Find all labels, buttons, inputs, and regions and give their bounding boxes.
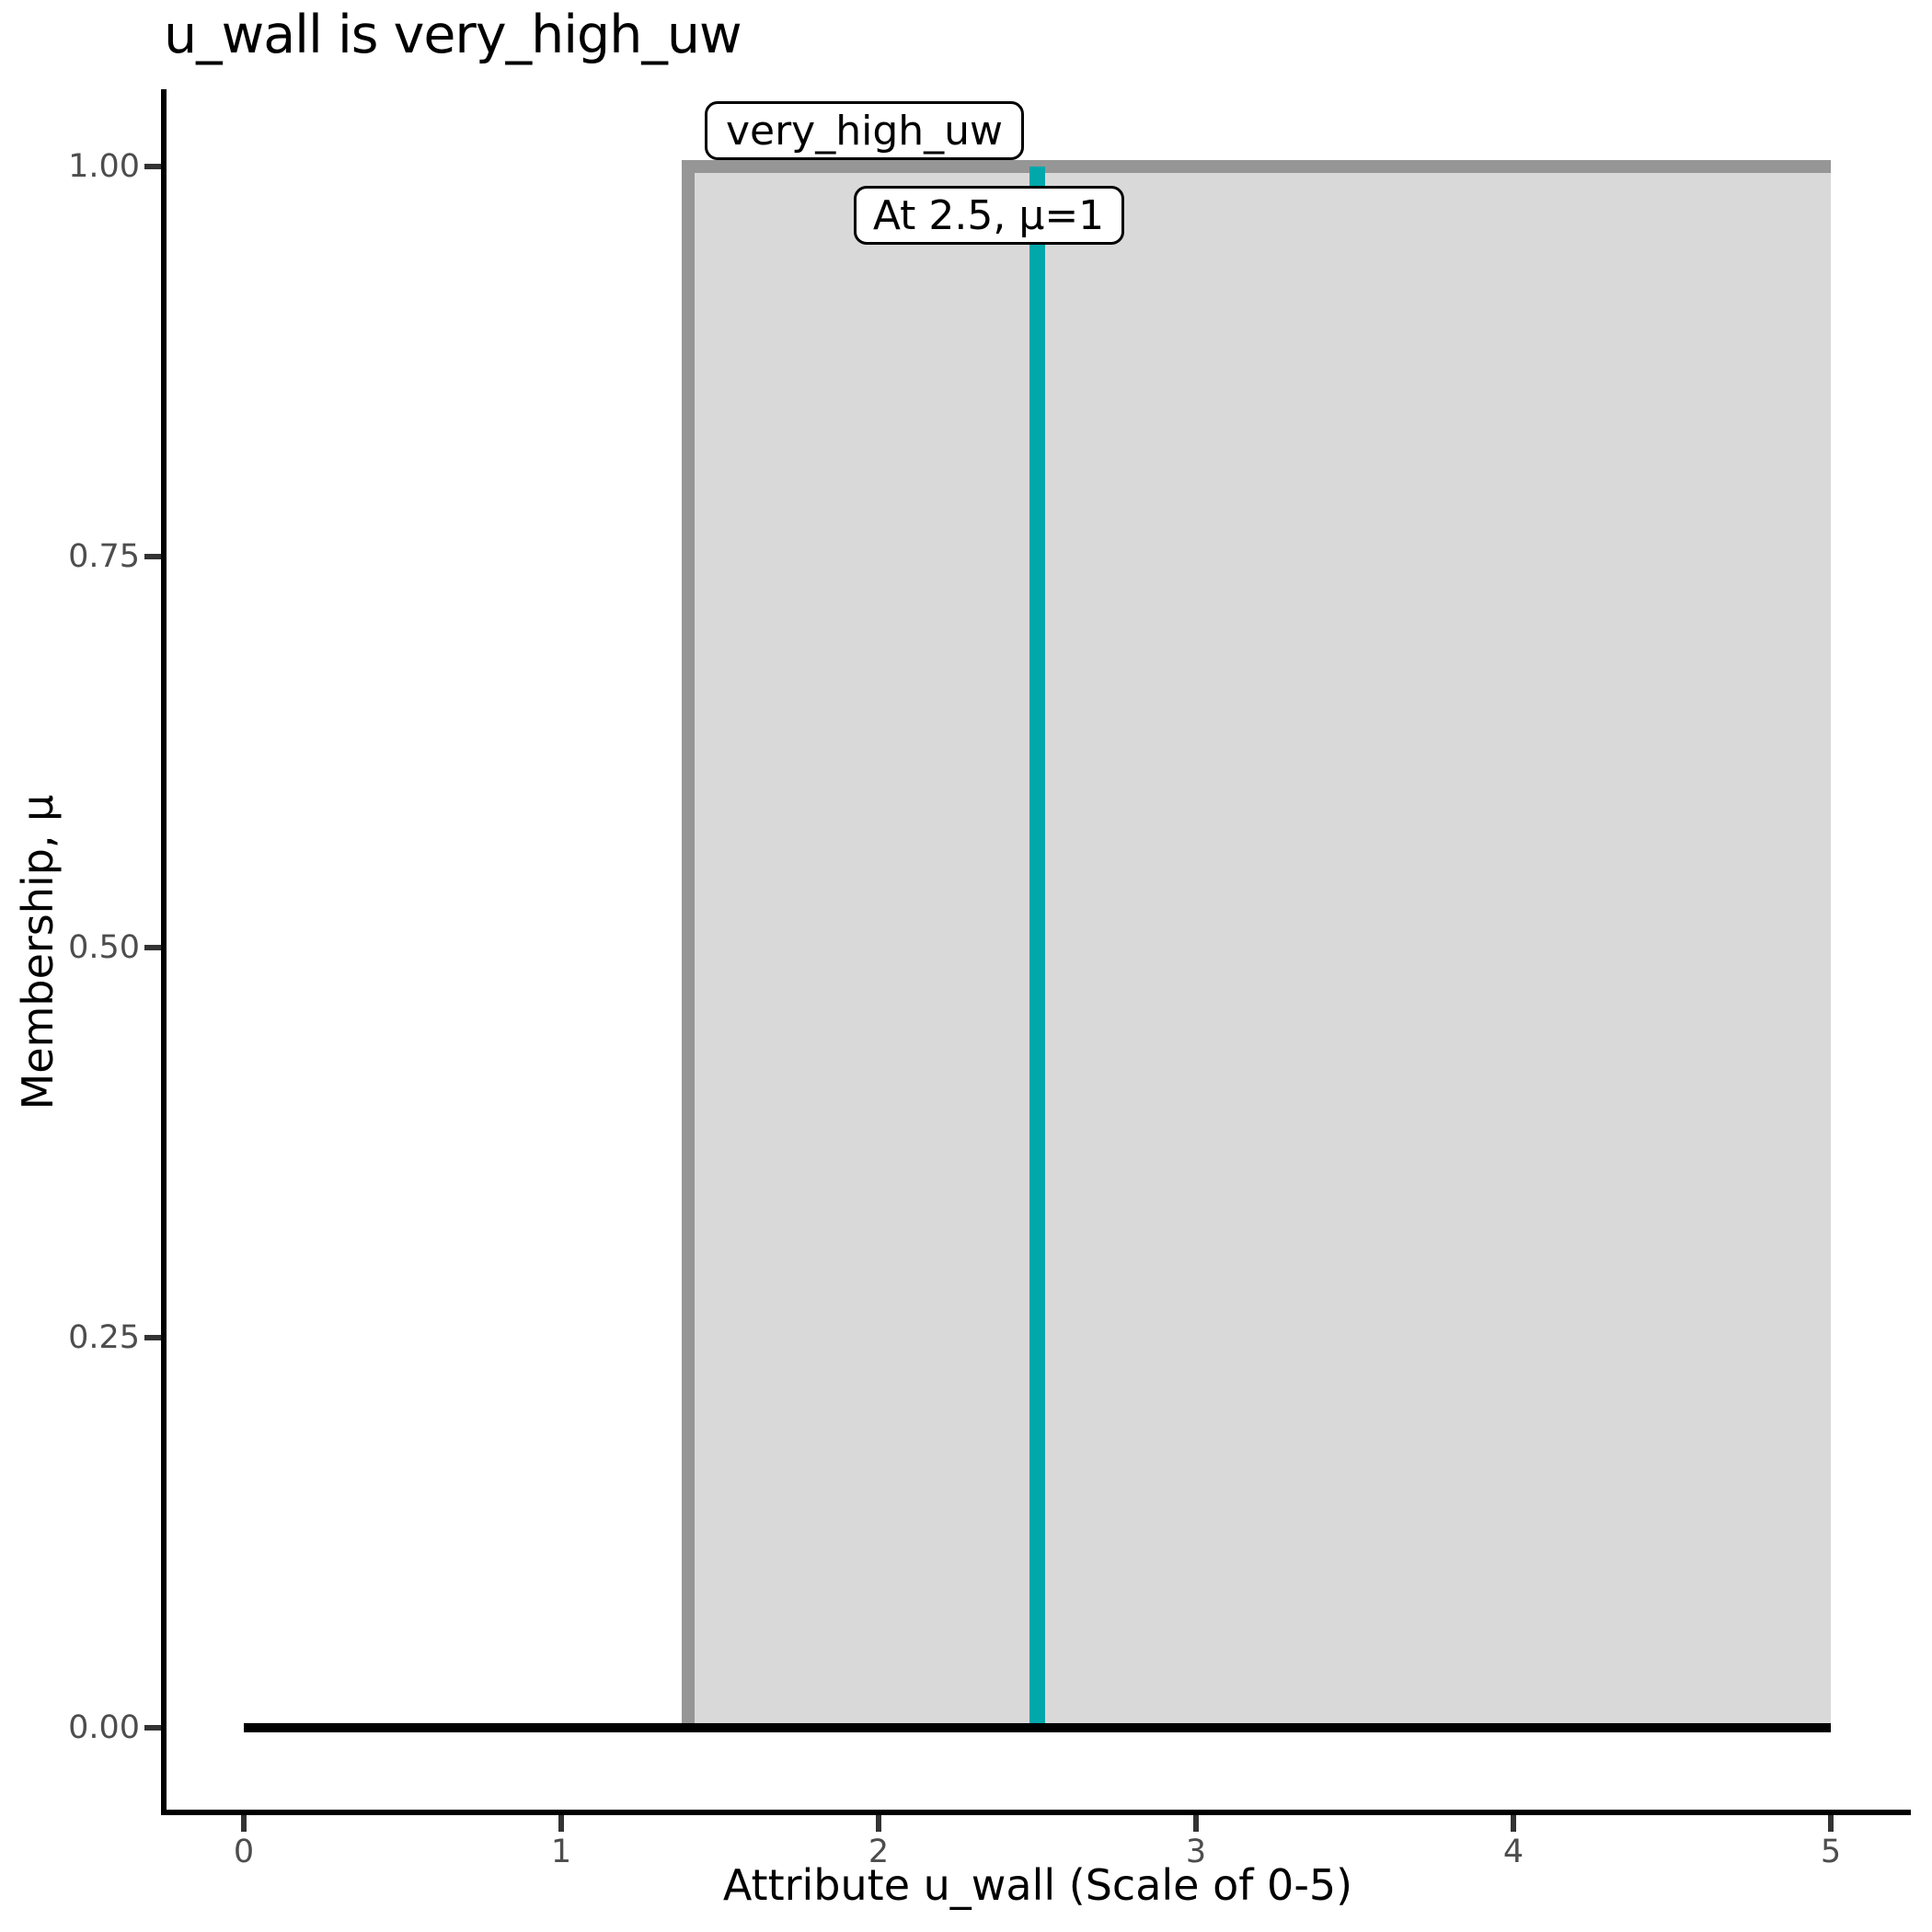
y-axis-tick-label: 0.50: [68, 928, 140, 966]
x-axis-line: [161, 1810, 1911, 1815]
x-axis-tick-label: 0: [233, 1834, 255, 1870]
x-axis-tick-label: 5: [1820, 1834, 1842, 1870]
point-value-annotation-text: At 2.5, μ=1: [872, 191, 1105, 239]
x-axis-tick-label: 1: [550, 1834, 572, 1870]
chart-title: u_wall is very_high_uw: [164, 5, 742, 65]
set-label-annotation-text: very_high_uw: [725, 107, 1004, 155]
y-axis-tick: [144, 1334, 161, 1340]
x-axis-tick: [1193, 1815, 1199, 1832]
x-axis-tick-label: 2: [868, 1834, 890, 1870]
x-axis-tick: [1511, 1815, 1516, 1832]
y-axis-tick: [144, 1725, 161, 1731]
y-axis-tick: [144, 554, 161, 560]
y-axis-tick-label: 1.00: [68, 148, 140, 185]
input-value-vline: [1029, 167, 1045, 1728]
y-axis-tick-label: 0.25: [68, 1318, 140, 1356]
x-axis-tick: [558, 1815, 564, 1832]
membership-step-line-top: [682, 160, 1831, 173]
y-axis-line: [161, 89, 167, 1815]
y-axis-tick-label: 0.75: [68, 538, 140, 576]
zero-baseline: [244, 1723, 1831, 1732]
x-axis-tick: [876, 1815, 881, 1832]
x-axis-tick-label: 4: [1502, 1834, 1524, 1870]
point-value-annotation: At 2.5, μ=1: [853, 186, 1124, 245]
x-axis-title: Attribute u_wall (Scale of 0-5): [722, 1860, 1353, 1910]
set-label-annotation: very_high_uw: [705, 101, 1024, 160]
x-axis-tick: [241, 1815, 247, 1832]
y-axis-tick: [144, 944, 161, 950]
x-axis-tick-label: 3: [1185, 1834, 1207, 1870]
x-axis-tick: [1828, 1815, 1834, 1832]
membership-step-line-vertical: [682, 160, 695, 1728]
y-axis-tick-label: 0.00: [68, 1709, 140, 1746]
y-axis-tick: [144, 164, 161, 169]
membership-area-fill: [688, 167, 1831, 1728]
